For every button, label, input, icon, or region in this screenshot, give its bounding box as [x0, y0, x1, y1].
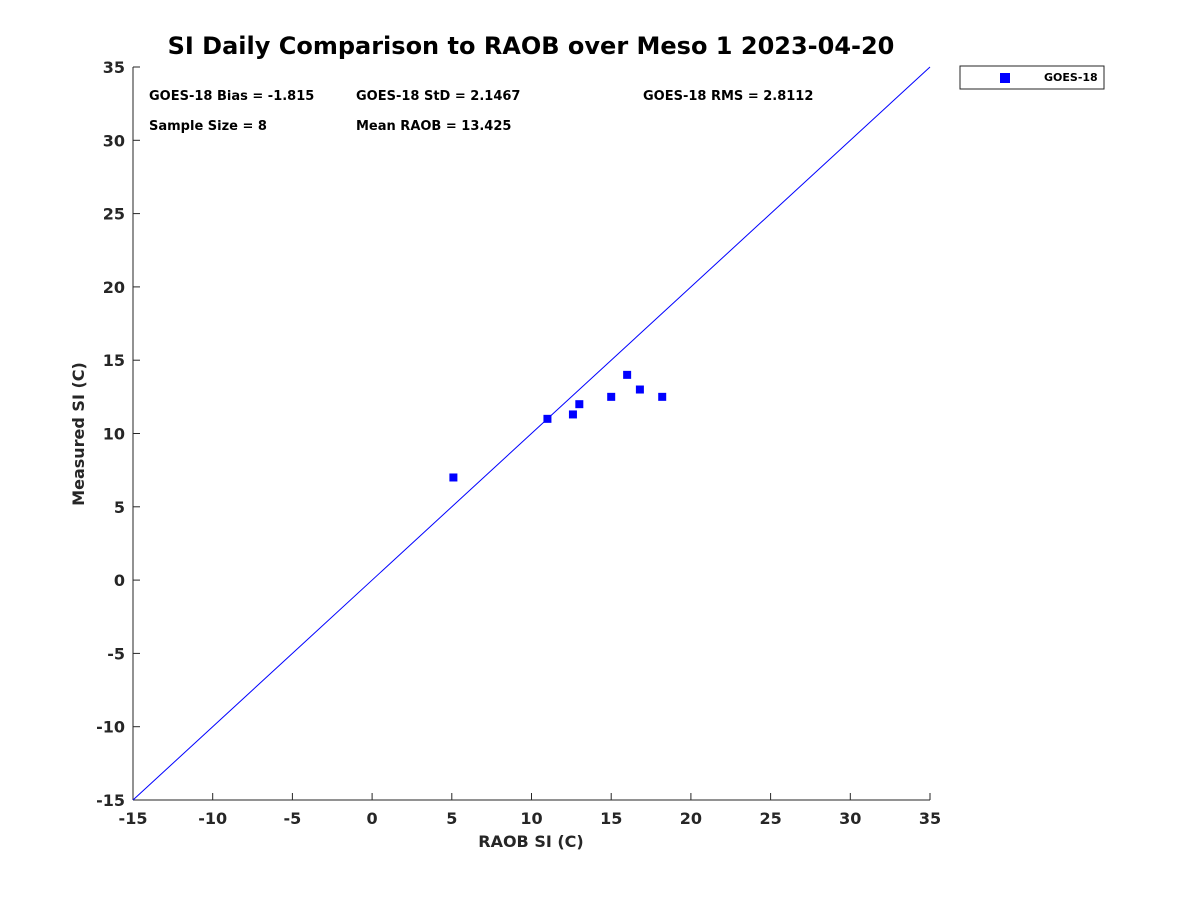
data-point — [623, 370, 632, 379]
x-tick-label: 15 — [600, 809, 622, 828]
x-axis-ticks: -15 -10 -5 0 5 10 15 20 25 30 35 — [119, 793, 941, 828]
y-tick-label: 35 — [103, 58, 125, 77]
x-tick-label: 25 — [759, 809, 781, 828]
std-annotation: GOES-18 StD = 2.1467 — [356, 89, 520, 104]
x-tick-label: -5 — [284, 809, 302, 828]
rms-annotation: GOES-18 RMS = 2.8112 — [643, 89, 813, 104]
x-tick-label: 5 — [446, 809, 457, 828]
legend: GOES-18 — [959, 65, 1105, 90]
y-tick-label: 20 — [103, 278, 125, 297]
x-tick-label: -10 — [198, 809, 227, 828]
data-point — [575, 400, 584, 409]
y-tick-label: 5 — [114, 498, 125, 517]
chart-title: SI Daily Comparison to RAOB over Meso 1 … — [168, 32, 895, 60]
y-tick-label: -15 — [96, 791, 125, 810]
y-tick-label: -10 — [96, 718, 125, 737]
legend-box — [959, 65, 1105, 90]
data-points — [449, 370, 667, 482]
data-point — [568, 410, 577, 419]
y-tick-label: 30 — [103, 131, 125, 150]
reference-line-group — [132, 66, 931, 801]
x-tick-label: 20 — [680, 809, 702, 828]
data-point — [449, 473, 458, 482]
x-axis-label: RAOB SI (C) — [478, 832, 583, 851]
x-tick-label: 10 — [520, 809, 542, 828]
sample-size-annotation: Sample Size = 8 — [149, 119, 267, 134]
y-axis-ticks: -15 -10 -5 0 5 10 15 20 25 30 35 — [96, 58, 140, 810]
data-point — [607, 392, 616, 401]
x-tick-label: 35 — [919, 809, 941, 828]
mean-raob-annotation: Mean RAOB = 13.425 — [356, 119, 511, 134]
data-point — [635, 385, 644, 394]
data-point — [658, 392, 667, 401]
x-tick-label: -15 — [119, 809, 148, 828]
x-tick-label: 0 — [367, 809, 378, 828]
y-tick-label: 0 — [114, 571, 125, 590]
y-tick-label: 15 — [103, 351, 125, 370]
one-to-one-line — [132, 66, 931, 801]
y-tick-label: 25 — [103, 205, 125, 224]
x-tick-label: 30 — [839, 809, 861, 828]
y-tick-label: -5 — [107, 644, 125, 663]
legend-marker-goes-18 — [1000, 73, 1010, 83]
y-tick-label: 10 — [103, 425, 125, 444]
data-point — [543, 414, 552, 423]
legend-label-goes-18: GOES-18 — [1044, 71, 1098, 84]
y-axis-label: Measured SI (C) — [69, 362, 88, 506]
bias-annotation: GOES-18 Bias = -1.815 — [149, 89, 314, 104]
